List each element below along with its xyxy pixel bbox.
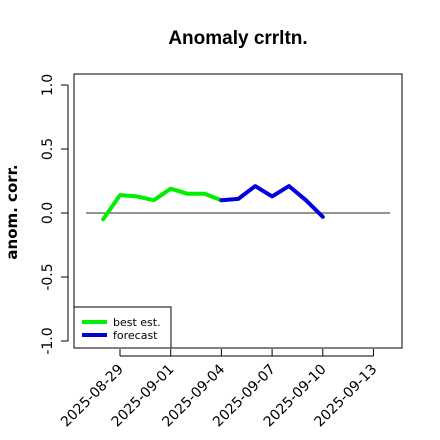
data-point bbox=[170, 188, 172, 190]
data-point bbox=[271, 195, 273, 197]
data-point bbox=[153, 199, 155, 201]
y-axis: -1.0 -0.5 0.0 0.5 1.0 bbox=[40, 74, 69, 355]
legend-box bbox=[73, 306, 172, 349]
y-tick-label: 0.0 bbox=[40, 202, 56, 224]
x-axis: 2025-08-292025-09-012025-09-042025-09-07… bbox=[58, 349, 380, 430]
legend: best est.forecast bbox=[73, 306, 172, 349]
y-tick-label: 1.0 bbox=[40, 74, 56, 96]
chart-title: Anomaly crrltn. bbox=[168, 28, 307, 49]
series-line-1 bbox=[219, 184, 325, 219]
plot-frame bbox=[73, 73, 403, 349]
data-point bbox=[254, 185, 256, 187]
data-point bbox=[187, 193, 189, 195]
y-tick-label: 0.5 bbox=[40, 138, 56, 160]
series-layer bbox=[101, 184, 325, 222]
legend-label: forecast bbox=[113, 329, 158, 342]
data-point bbox=[288, 185, 290, 187]
data-point bbox=[305, 199, 307, 201]
y-tick-label: -1.0 bbox=[40, 327, 56, 354]
legend-label: best est. bbox=[113, 316, 161, 329]
data-point bbox=[119, 194, 121, 196]
data-point bbox=[136, 195, 138, 197]
data-point bbox=[237, 198, 239, 200]
y-axis-label: anom. corr. bbox=[3, 164, 21, 259]
series-line-0 bbox=[101, 186, 224, 222]
data-point bbox=[203, 193, 206, 195]
data-point bbox=[220, 199, 222, 201]
y-tick-label: -0.5 bbox=[40, 263, 56, 290]
data-point bbox=[322, 216, 324, 218]
data-point bbox=[102, 218, 104, 220]
